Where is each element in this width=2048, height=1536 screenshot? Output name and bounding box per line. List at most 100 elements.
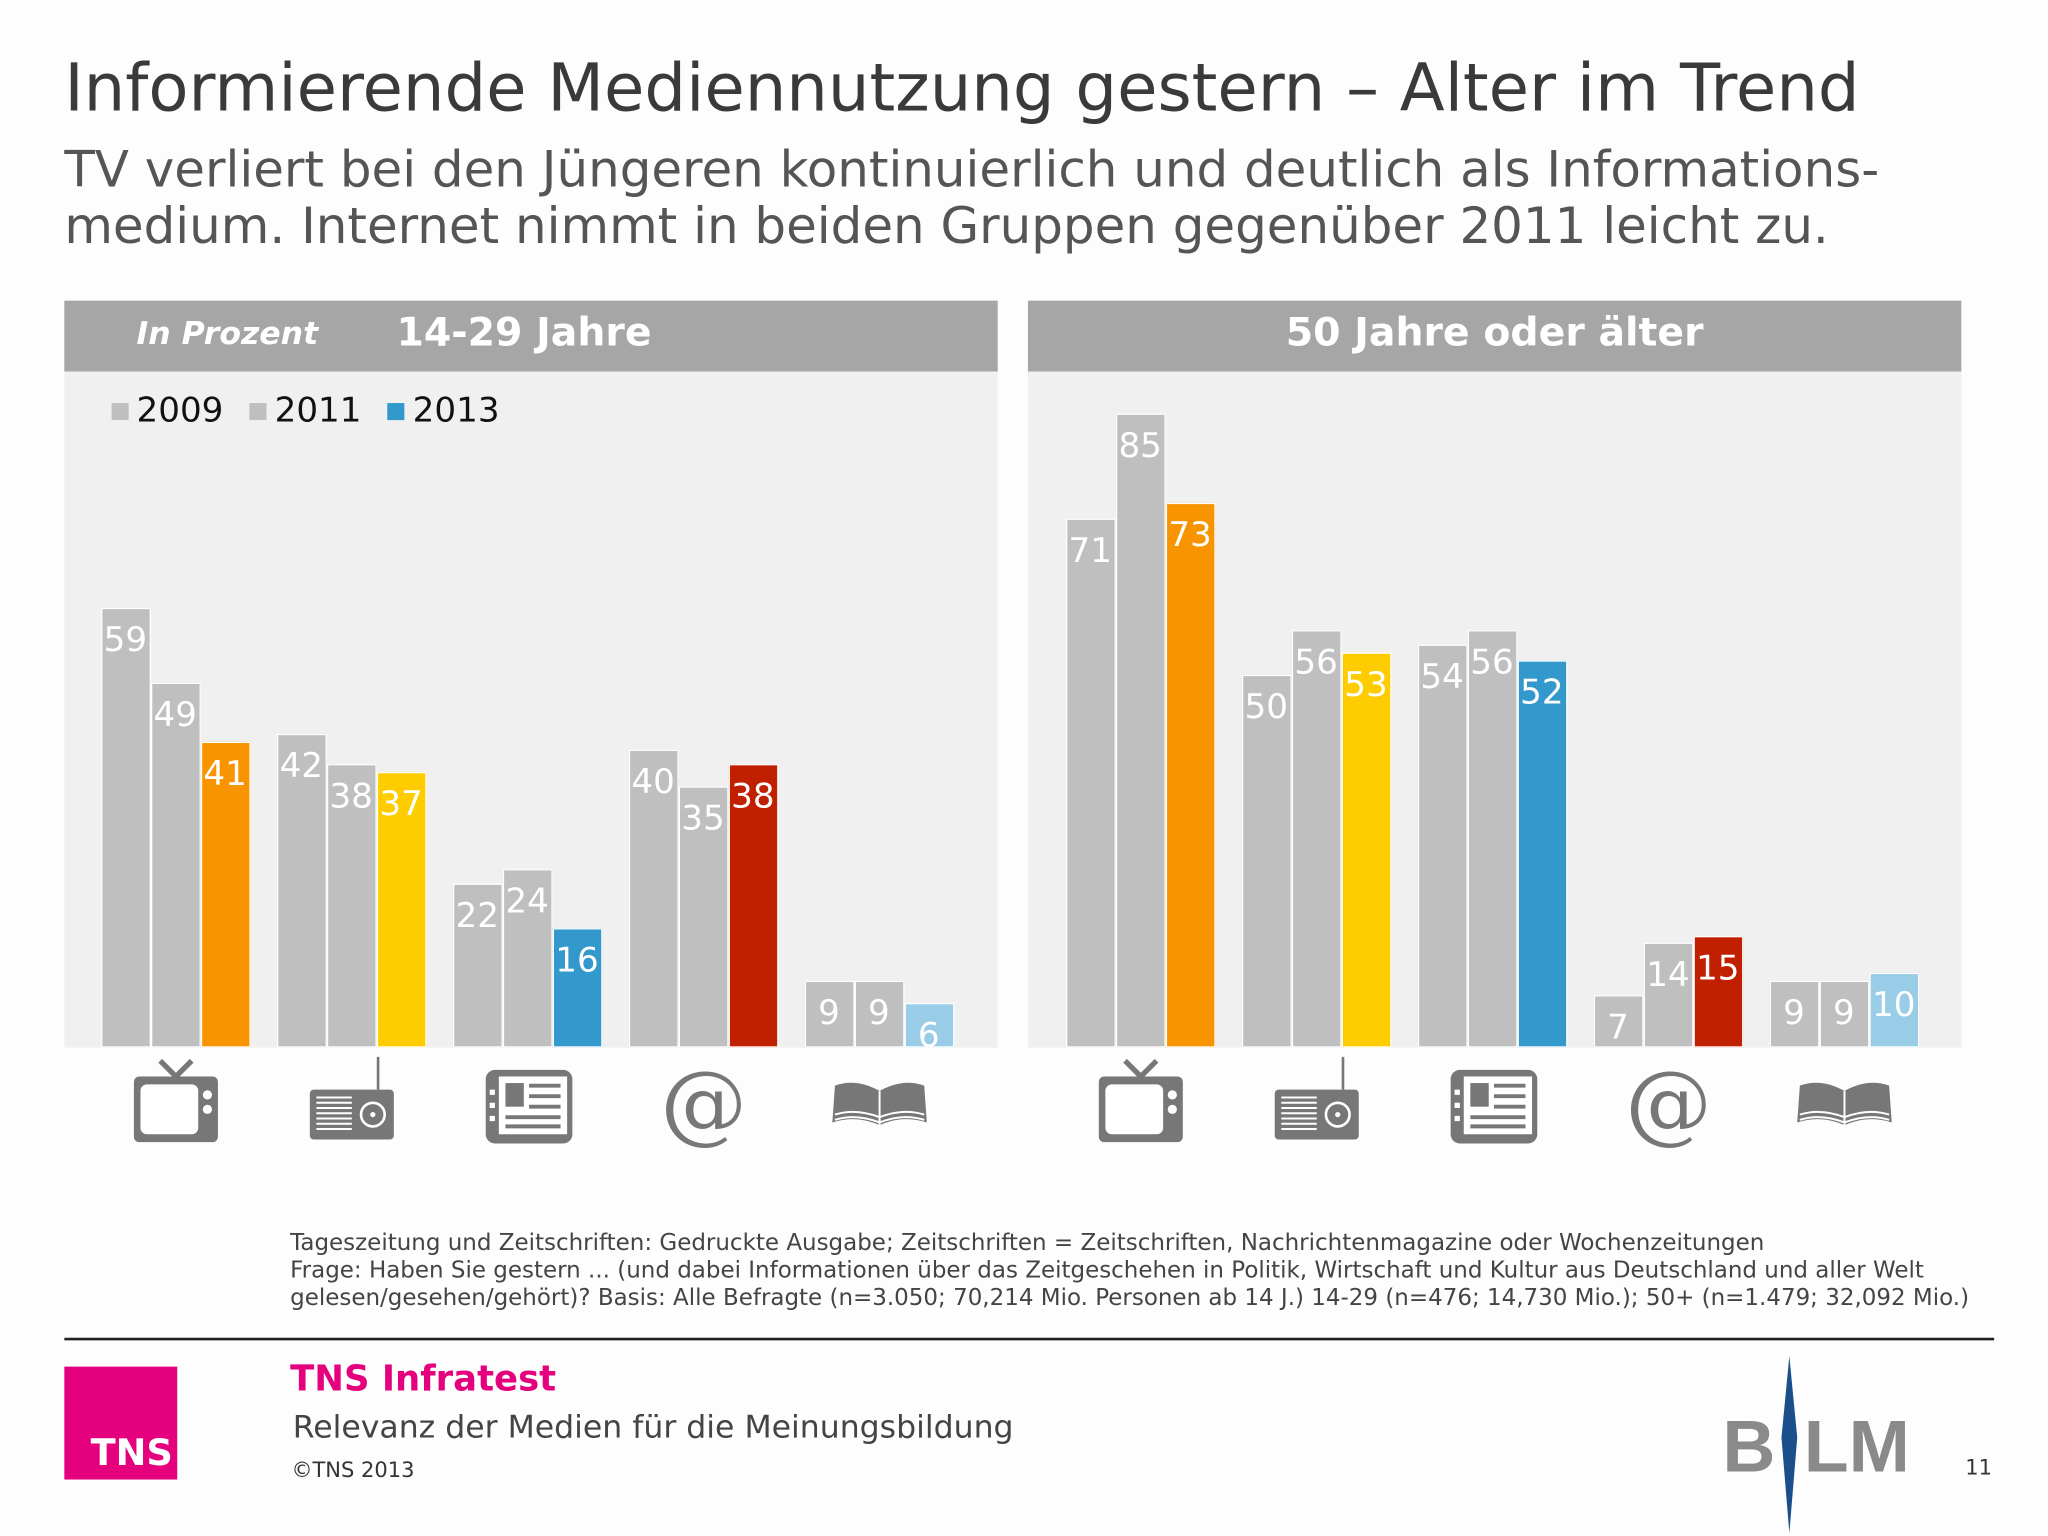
panel-header-young bbox=[64, 300, 998, 372]
bar-2011-radio bbox=[1291, 630, 1342, 1048]
data-label: 52 bbox=[1520, 672, 1564, 713]
data-label: 38 bbox=[731, 777, 775, 817]
newspaper-icon bbox=[1440, 1057, 1545, 1149]
bar-2009-tageszeitung bbox=[1417, 644, 1468, 1048]
book-icon bbox=[1792, 1057, 1897, 1149]
chart-title-young: 14-29 Jahre bbox=[396, 309, 652, 356]
legend-label-2011: 2011 bbox=[274, 391, 362, 431]
panel-header-old bbox=[1027, 300, 1962, 372]
brand-name: TNS Infratest bbox=[290, 1358, 557, 1400]
bar-2013-tv bbox=[1165, 503, 1216, 1048]
bar-2009-tageszeitung bbox=[452, 883, 503, 1048]
radio-icon bbox=[299, 1056, 404, 1149]
tns-logo: TNS bbox=[64, 1366, 178, 1480]
bar-2013-zeitschriften bbox=[904, 1002, 955, 1048]
footnotes: Tageszeitung und Zeitschriften: Gedruckt… bbox=[290, 1230, 1969, 1313]
bar-2011-tv bbox=[1115, 413, 1166, 1048]
at-icon: @ bbox=[1616, 1054, 1721, 1154]
legend-swatch-2009 bbox=[111, 402, 129, 420]
data-label: 73 bbox=[1168, 516, 1212, 556]
bar-2009-tv bbox=[101, 607, 151, 1048]
data-label: 41 bbox=[203, 755, 247, 795]
unit-label: In Prozent bbox=[136, 315, 319, 352]
data-label: 14 bbox=[1646, 956, 1690, 996]
at-icon: @ bbox=[651, 1054, 756, 1154]
svg-text:@: @ bbox=[1625, 1057, 1712, 1149]
svg-text:LM: LM bbox=[1804, 1405, 1910, 1488]
bar-2011-zeitschriften bbox=[1819, 980, 1870, 1048]
slide-subtitle: TV verliert bei den Jüngeren kontinuierl… bbox=[64, 140, 1880, 255]
tv-icon bbox=[1088, 1057, 1193, 1149]
bar-2013-internet bbox=[1693, 935, 1744, 1048]
bar-2011-tageszeitung bbox=[1467, 630, 1518, 1048]
legend: 2009 2011 2013 bbox=[111, 391, 500, 431]
svg-text:B: B bbox=[1722, 1405, 1775, 1488]
data-label: 24 bbox=[505, 881, 549, 922]
bar-2013-tageszeitung bbox=[552, 928, 603, 1048]
data-label: 85 bbox=[1118, 426, 1162, 467]
bar-2011-zeitschriften bbox=[854, 980, 905, 1048]
data-label: 6 bbox=[917, 1015, 940, 1056]
report-title: Relevanz der Medien für die Meinungsbild… bbox=[292, 1408, 1014, 1446]
newspaper-icon bbox=[475, 1057, 580, 1149]
bar-2011-internet bbox=[1643, 943, 1694, 1048]
data-label: 16 bbox=[555, 941, 599, 981]
bar-2009-zeitschriften bbox=[804, 980, 855, 1048]
data-label: 7 bbox=[1607, 1008, 1629, 1048]
data-label: 22 bbox=[455, 896, 499, 937]
legend-label-2013: 2013 bbox=[412, 391, 500, 431]
book-icon bbox=[827, 1057, 932, 1149]
bar-2013-tageszeitung bbox=[1517, 659, 1568, 1048]
bar-2011-radio bbox=[326, 764, 377, 1048]
bar-2013-zeitschriften bbox=[1869, 973, 1920, 1048]
bar-2009-internet bbox=[628, 749, 679, 1048]
data-label: 71 bbox=[1068, 531, 1113, 571]
bar-2009-tv bbox=[1065, 518, 1116, 1048]
data-label: 9 bbox=[1832, 993, 1855, 1034]
chart-title-old: 50 Jahre oder älter bbox=[1285, 309, 1704, 356]
data-label: 37 bbox=[379, 784, 423, 825]
data-label: 10 bbox=[1871, 986, 1916, 1026]
legend-label-2009: 2009 bbox=[136, 391, 224, 431]
footnote-line: Tageszeitung und Zeitschriften: Gedruckt… bbox=[290, 1230, 1765, 1257]
data-label: 40 bbox=[631, 762, 675, 802]
legend-swatch-2011 bbox=[249, 402, 267, 420]
bar-2013-radio bbox=[376, 771, 427, 1048]
data-label: 42 bbox=[279, 747, 324, 787]
slide-title: Informierende Mediennutzung gestern – Al… bbox=[64, 49, 1860, 127]
page-number: 11 bbox=[1965, 1454, 1992, 1480]
blm-logo: B LM bbox=[1722, 1356, 1910, 1534]
bar-2011-tageszeitung bbox=[502, 868, 553, 1048]
tv-icon bbox=[123, 1057, 228, 1149]
bar-2013-tv bbox=[200, 741, 251, 1048]
data-label: 38 bbox=[329, 777, 373, 817]
data-label: 35 bbox=[681, 799, 725, 840]
data-label: 56 bbox=[1294, 643, 1338, 683]
footnote-line: gelesen/gesehen/gehört)? Basis: Alle Bef… bbox=[290, 1285, 1970, 1312]
legend-swatch-2013 bbox=[387, 402, 405, 420]
bar-2009-zeitschriften bbox=[1769, 980, 1820, 1048]
data-label: 9 bbox=[1783, 993, 1805, 1034]
bar-2009-internet bbox=[1593, 995, 1644, 1048]
footnote-line: Frage: Haben Sie gestern ... (und dabei … bbox=[290, 1257, 1924, 1284]
bar-2011-tv bbox=[150, 682, 201, 1048]
svg-text:@: @ bbox=[660, 1057, 747, 1149]
data-label: 15 bbox=[1696, 948, 1740, 989]
bar-2013-radio bbox=[1341, 652, 1392, 1048]
data-label: 9 bbox=[868, 993, 890, 1034]
data-label: 9 bbox=[818, 993, 840, 1034]
copyright: ©TNS 2013 bbox=[291, 1457, 415, 1483]
bar-2011-internet bbox=[678, 786, 729, 1048]
tns-logo-text: TNS bbox=[90, 1430, 173, 1475]
data-label: 54 bbox=[1420, 658, 1464, 698]
data-label: 56 bbox=[1470, 643, 1514, 683]
bar-2013-internet bbox=[728, 764, 779, 1048]
bar-2009-radio bbox=[277, 734, 327, 1048]
data-label: 53 bbox=[1344, 665, 1388, 705]
radio-icon bbox=[1264, 1056, 1369, 1149]
data-label: 49 bbox=[153, 695, 197, 735]
data-label: 59 bbox=[103, 620, 148, 661]
data-label: 50 bbox=[1244, 687, 1288, 728]
divider bbox=[64, 1337, 1995, 1341]
